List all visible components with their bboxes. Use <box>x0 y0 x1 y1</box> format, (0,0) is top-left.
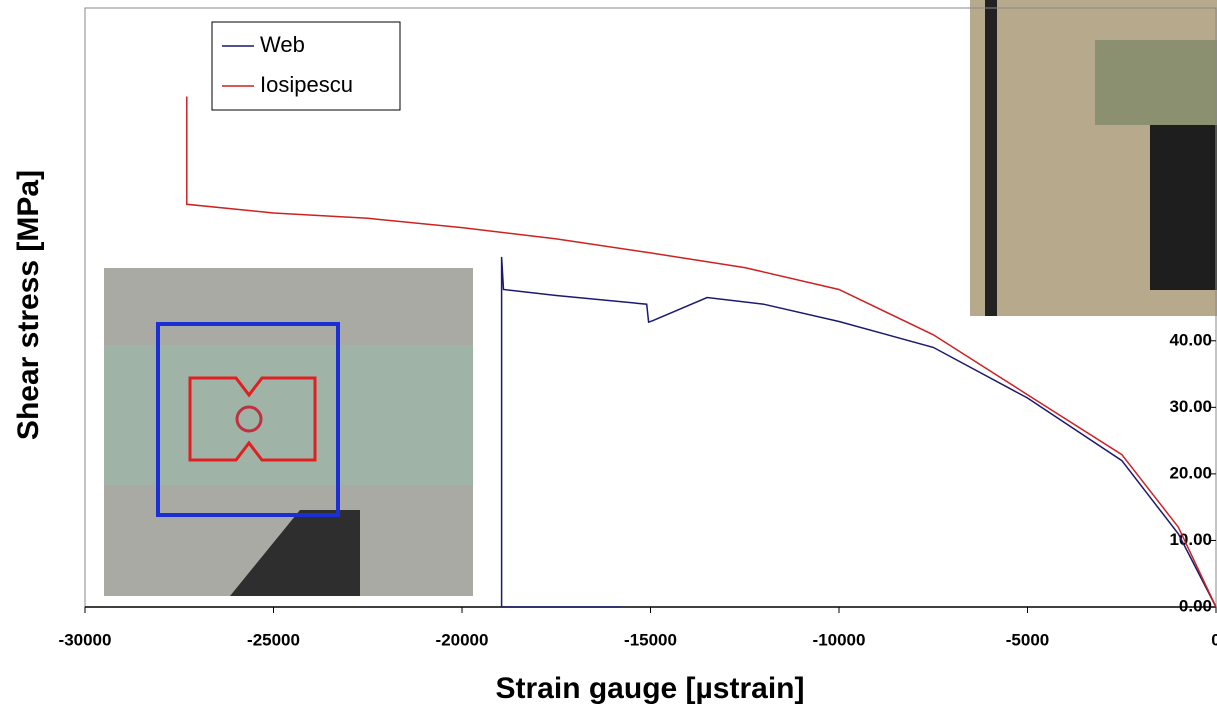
x-tick-label: 0 <box>1211 630 1217 649</box>
photo-plate <box>1095 40 1217 125</box>
y-axis-title: Shear stress [MPa] <box>12 170 45 440</box>
photo-rod <box>985 0 997 316</box>
legend <box>211 21 401 111</box>
y-tick-label: 10.00 <box>1169 530 1212 549</box>
x-tick-label: -5000 <box>1006 630 1049 649</box>
y-tick-label: 30.00 <box>1169 397 1212 416</box>
y-tick-label: 20.00 <box>1169 463 1212 482</box>
photo-specimen <box>188 376 317 462</box>
series-line <box>500 256 1217 608</box>
x-tick-label: -25000 <box>247 630 300 649</box>
x-tick-label: -15000 <box>624 630 677 649</box>
x-tick-label: -10000 <box>813 630 866 649</box>
photo-support <box>230 510 360 596</box>
photos <box>104 0 1217 596</box>
photo-beam <box>104 345 473 485</box>
x-tick-label: -30000 <box>59 630 112 649</box>
legend-label: Web <box>260 32 305 57</box>
x-axis-title: Strain gauge [µstrain] <box>496 672 805 705</box>
legend-label: Iosipescu <box>260 72 353 97</box>
series-line <box>186 96 1217 608</box>
photo-gauge <box>235 405 263 433</box>
y-tick-label: 40.00 <box>1169 330 1212 349</box>
photo-frame <box>156 322 340 517</box>
photo-block <box>1150 125 1217 290</box>
y-tick-label: 0.00 <box>1179 596 1212 615</box>
x-tick-label: -20000 <box>436 630 489 649</box>
